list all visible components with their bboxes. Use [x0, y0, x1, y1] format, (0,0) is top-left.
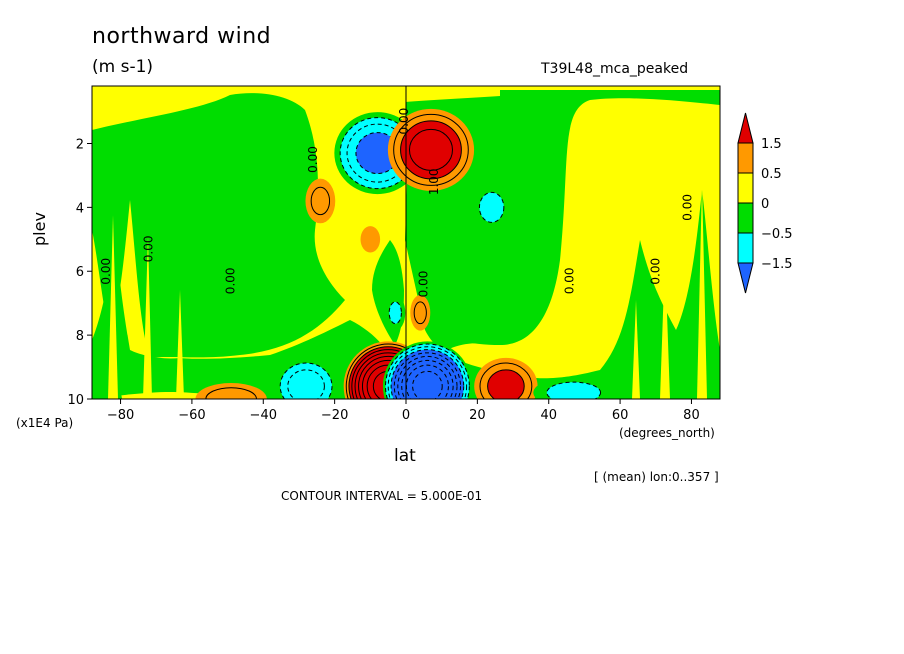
contour-feature-7-level-1: [546, 381, 602, 399]
x-tick-label-2: −40: [250, 408, 277, 423]
contour-label-9: 0.00: [680, 194, 694, 221]
y-tick-label-0: 2: [76, 137, 84, 152]
mean-note: [ (mean) lon:0..357 ]: [594, 470, 719, 484]
contour-feature-11-level-0: [431, 226, 452, 253]
colorbar-label-1: 0.5: [761, 167, 782, 182]
contour-feature-6-level-1: [205, 387, 257, 399]
contour-feature-8-level-1: [310, 186, 331, 216]
contour-label-3: 0.00: [306, 146, 320, 173]
chart-title: northward wind: [92, 24, 272, 49]
colorbar-label-4: −1.5: [761, 257, 793, 272]
contour-label-0: 0.00: [99, 258, 113, 285]
y-tick-label-4: 10: [67, 393, 84, 408]
chart-units: (m s-1): [92, 57, 154, 77]
polar-wedge-sh2: [143, 236, 152, 399]
contour-label-1: 0.00: [142, 236, 156, 263]
contour-interval: CONTOUR INTERVAL = 5.000E-01: [281, 489, 483, 503]
contour-feature-9-level-1: [478, 191, 505, 223]
contour-feature-10-level-0: [360, 226, 381, 253]
x-tick-label-8: 80: [683, 408, 700, 423]
contour-label-4: 0.00: [397, 108, 411, 135]
contour-feature-12-level-1: [388, 301, 402, 325]
region-top-yellow: [300, 86, 500, 102]
colorbar-label-0: 1.5: [761, 137, 782, 152]
polar-wedge-sh: [108, 215, 118, 399]
x-axis-unit: (degrees_north): [619, 426, 715, 440]
contour-label-8: 0.00: [648, 258, 662, 285]
y-axis-ticks: 2 4 6 8 10: [67, 137, 92, 408]
region-sh-green: [92, 93, 345, 358]
x-axis-ticks: −80 −60 −40 −20 0 20 40 60 80: [107, 399, 700, 423]
x-tick-label-4: 0: [402, 408, 410, 423]
colorbar-seg-3: [737, 202, 754, 234]
x-tick-label-7: 60: [612, 408, 629, 423]
polar-wedge-nh3: [632, 300, 640, 399]
contour-feature-13-level-1: [413, 301, 427, 325]
contour-label-7: 0.00: [563, 267, 577, 294]
contour-features: [195, 108, 615, 399]
contour-label-2: 0.00: [224, 267, 238, 294]
x-tick-label-0: −80: [107, 408, 134, 423]
colorbar-seg-5: [737, 262, 754, 294]
y-tick-label-1: 4: [76, 201, 84, 216]
x-tick-label-1: −60: [178, 408, 205, 423]
contour-label-group: 0.00 0.00 0.00 0.00 0.00 1.00 0.00 0.00 0.00 0.00: [99, 108, 695, 298]
contour-feature-5-level-2: [487, 369, 525, 399]
region-sh-lower-green: [92, 230, 395, 399]
x-tick-label-6: 40: [540, 408, 557, 423]
polar-wedge-sh3: [176, 290, 184, 399]
colorbar-label-2: 0: [761, 197, 769, 212]
contour-label-6: 0.00: [416, 271, 430, 298]
colorbar-seg-0: [737, 112, 754, 144]
contour-label-5: 1.00: [427, 168, 441, 195]
colorbar-label-3: −0.5: [761, 227, 793, 242]
x-axis-label: lat: [394, 446, 416, 466]
run-name: T39L48_mca_peaked: [541, 61, 689, 77]
polar-wedge-nh2: [697, 182, 707, 399]
x-tick-label-5: 20: [469, 408, 486, 423]
polar-wedge-nh: [660, 256, 670, 399]
contour-feature-3-level-8: [412, 370, 443, 399]
colorbar-seg-2: [737, 172, 754, 204]
colorbar: 1.5 0.5 0 −0.5 −1.5: [737, 112, 793, 294]
contour-feature-4-level-2: [287, 369, 325, 399]
x-tick-label-3: −20: [321, 408, 348, 423]
y-axis-unit: (x1E4 Pa): [16, 416, 74, 430]
y-tick-label-3: 8: [76, 329, 84, 344]
colorbar-seg-1: [737, 142, 754, 174]
y-tick-label-2: 6: [76, 265, 84, 280]
contour-feature-1-level-3: [408, 128, 453, 171]
colorbar-seg-4: [737, 232, 754, 264]
